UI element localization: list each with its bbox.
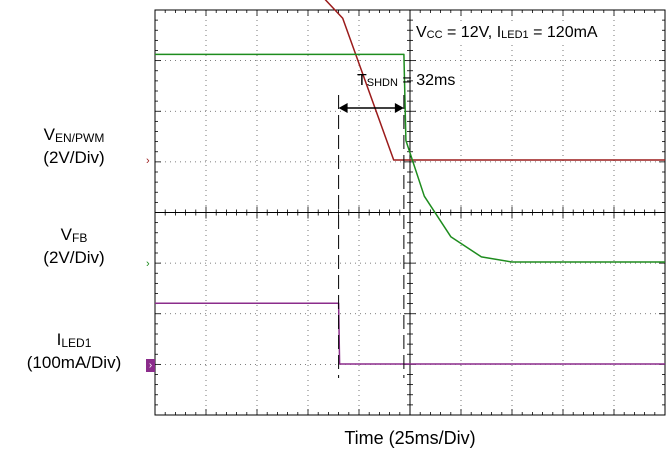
scope-traces [155,0,665,365]
x-axis-label: Time (25ms/Div) [344,428,476,448]
iled-ground-marker-icon: › [146,359,155,372]
scope-grid [154,9,666,416]
shutdown-arrow-left-head [338,103,348,113]
shutdown-time-label: TSHDN = 32ms [357,72,456,89]
ven-ground-marker-icon: › [146,155,150,167]
trace-iled [155,302,665,365]
channel-label-iled: ILED1 (100mA/Div) [26,330,122,372]
trace-ven [324,0,665,161]
channel-label-ven: VEN/PWM (2V/Div) [43,125,105,167]
channel-label-vfb: VFB (2V/Div) [43,225,105,267]
trace-vfb [155,53,665,263]
time-cursors [338,95,405,378]
conditions-label: VCC = 12V, ILED1 = 120mA [414,24,600,42]
vfb-ground-marker-icon: › [146,258,150,270]
shutdown-arrow-right-head [394,103,404,113]
